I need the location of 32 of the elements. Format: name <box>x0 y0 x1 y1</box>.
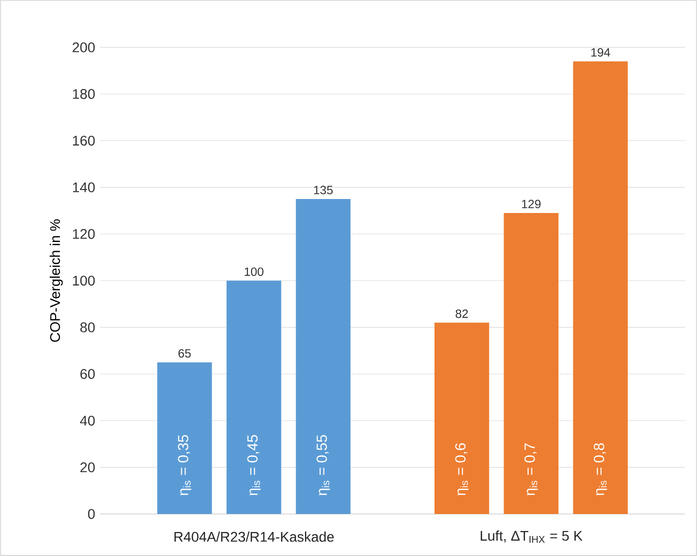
y-tick-label: 60 <box>80 369 95 379</box>
bar <box>504 212 558 514</box>
x-tick-label: η$_{is}$ = 0,35 <box>178 435 192 496</box>
y-tick-label: 20 <box>80 462 95 472</box>
x-tick-label: η$_{is}$ = 0,6 <box>455 443 468 496</box>
y-tick-label: 160 <box>73 136 95 146</box>
x-tick-label: η$_{is}$ = 0,55 <box>316 435 330 496</box>
y-axis-title: COP-Vergleich in % <box>50 219 63 342</box>
y-tick-label: 200 <box>72 42 95 52</box>
bar <box>434 322 490 514</box>
x-tick-label: η$_{is}$ = 0,45 <box>247 435 261 496</box>
bar <box>296 198 351 514</box>
y-tick-label: 80 <box>80 322 95 332</box>
data-label: 65 <box>178 349 191 358</box>
y-tick-label: 140 <box>73 182 95 192</box>
bar <box>226 280 282 514</box>
y-tick-label: 40 <box>80 416 95 426</box>
data-label: 100 <box>244 267 264 276</box>
text: Luft, ΔT$_{IHX}$ = 5 K <box>480 530 582 543</box>
x-tick-label: η$_{is}$ = 0,7 <box>524 443 538 496</box>
data-label: 82 <box>456 309 468 318</box>
y-tick-label: 0 <box>88 509 95 519</box>
y-tick-label: 180 <box>73 89 95 99</box>
bar <box>157 362 212 514</box>
y-tick-label: 120 <box>73 229 95 239</box>
y-tick-label: 100 <box>73 276 95 286</box>
data-label: 129 <box>522 200 541 208</box>
data-label: 194 <box>591 48 610 57</box>
x-tick-label: η$_{is}$ = 0,8 <box>594 443 608 496</box>
data-label: 135 <box>314 186 333 194</box>
text: R404A/R23/R14-Kaskade <box>174 532 334 542</box>
bar <box>573 61 628 514</box>
